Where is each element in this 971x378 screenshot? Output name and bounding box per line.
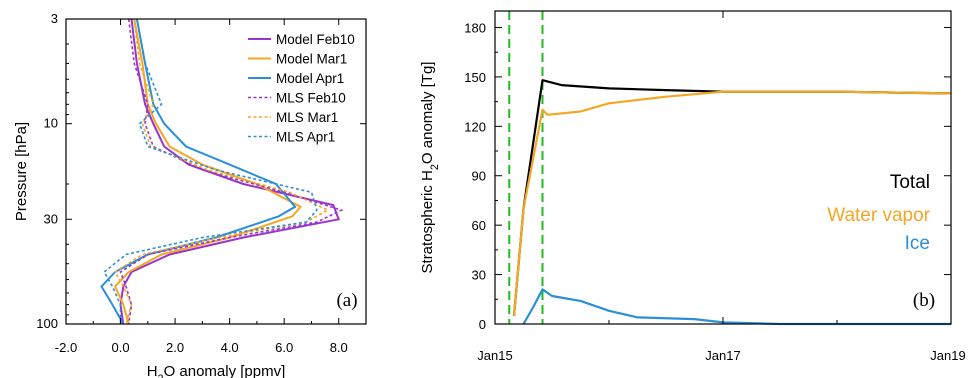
panel-b-y-tick-label: 60 [472, 218, 486, 233]
panel-b-x-tick-label: Jan19 [930, 348, 965, 363]
panel-b-series-label-1: Total [890, 172, 930, 193]
panel-b-y-tick-label: 120 [464, 119, 486, 134]
panel-a-x-tick-label: 6.0 [275, 340, 293, 355]
panel-a-series-line-1 [119, 18, 341, 325]
panel-b-y-axis-label: Stratospheric H2O anomaly [Tg] [419, 62, 441, 274]
panel-b-series-line-3 [522, 288, 951, 326]
panel-a-x-tick-label: 0.0 [112, 340, 130, 355]
panel-a-x-axis-label: H2O anomaly [ppmv] [147, 363, 286, 378]
panel-b-plot-frame [494, 10, 952, 325]
panel-a-series-line-5 [114, 18, 330, 325]
panel-a-legend-entry-5: MLS Mar1 [276, 110, 338, 125]
panel-a-legend-entry-4: MLS Feb10 [276, 91, 346, 106]
panel-a-plot-frame [65, 18, 367, 325]
panel-b-y-tick-label: 90 [472, 169, 486, 184]
panel-b-series-label-2: Water vapor [827, 205, 930, 226]
panel-b-y-tick-label: 150 [464, 70, 486, 85]
panel-b-label: (b) [913, 290, 935, 311]
panel-b-x-tick-label: Jan15 [477, 348, 512, 363]
panel-b-y-tick-label: 30 [472, 268, 486, 283]
panel-a-series-line-3 [100, 18, 297, 325]
panel-a-y-tick-label: 10 [44, 116, 58, 131]
panel-a-legend-entry-6: MLS Apr1 [276, 130, 335, 145]
panel-a-y-axis-label: Pressure [hPa] [13, 122, 30, 221]
panel-a-x-tick-label: -2.0 [55, 340, 77, 355]
panel-a-series-line-6 [103, 18, 318, 324]
panel-b-x-tick-label: Jan17 [705, 348, 740, 363]
panel-b-series-line-1 [512, 79, 952, 316]
panel-b-series-label-3: Ice [905, 233, 930, 254]
panel-a-legend-entry-2: Model Mar1 [276, 52, 347, 67]
panel-a-series-line-4 [119, 18, 344, 325]
panel-b-y-tick-label: 180 [464, 20, 486, 35]
panel-a-label: (a) [336, 290, 357, 311]
panel-b-series-line-2 [512, 90, 952, 316]
panel-a-y-tick-label: 3 [51, 11, 58, 26]
panel-a-y-tick-label: 30 [44, 211, 58, 226]
panel-a-x-tick-label: 8.0 [330, 340, 348, 355]
panel-a-y-tick-label: 100 [36, 316, 58, 331]
panel-a-x-tick-label: 4.0 [221, 340, 239, 355]
panel-a-x-tick-label: 2.0 [166, 340, 184, 355]
panel-a-legend-entry-3: Model Apr1 [276, 71, 344, 86]
panel-b-y-tick-label: 0 [479, 317, 486, 332]
panel-a-legend-entry-1: Model Feb10 [276, 32, 355, 47]
